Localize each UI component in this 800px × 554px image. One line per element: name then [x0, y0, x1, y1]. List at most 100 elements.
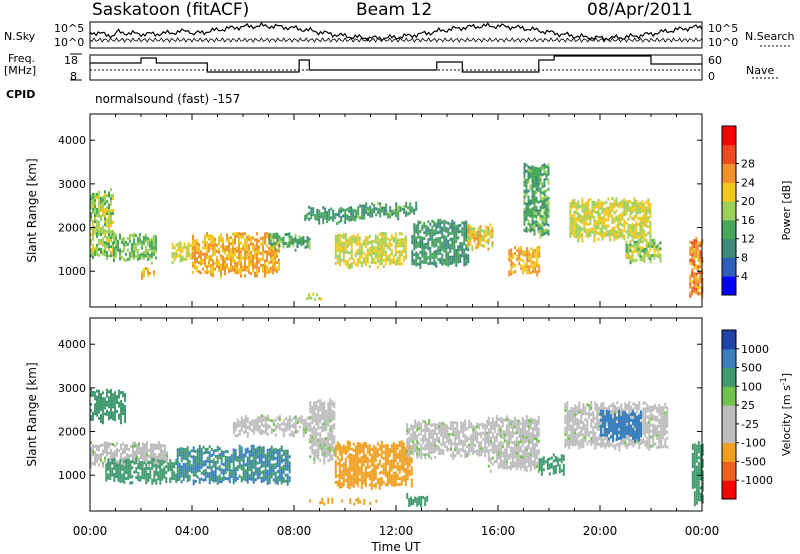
data-cell [302, 236, 305, 240]
data-cell [485, 228, 488, 232]
data-cell [142, 239, 145, 242]
data-cell [411, 253, 414, 257]
data-cell [423, 246, 426, 250]
data-cell [202, 478, 205, 482]
data-cell [529, 199, 532, 203]
data-cell [321, 453, 324, 457]
data-cell [408, 463, 411, 467]
data-cell [206, 250, 208, 254]
data-cell [208, 249, 210, 253]
data-cell [406, 471, 409, 475]
data-cell [226, 266, 228, 270]
data-cell [384, 447, 387, 451]
data-cell [132, 236, 135, 239]
data-cell [268, 425, 271, 428]
data-cell [424, 500, 427, 504]
data-cell [212, 452, 215, 456]
data-cell [310, 213, 313, 217]
data-cell [364, 466, 367, 469]
data-cell [106, 224, 108, 228]
data-cell [607, 233, 610, 237]
data-cell [699, 286, 702, 290]
data-cell [336, 474, 339, 478]
data-cell [426, 453, 429, 456]
data-cell [256, 452, 259, 456]
data-cell [240, 241, 242, 245]
data-cell [356, 471, 359, 475]
data-cell [248, 255, 250, 259]
data-cell [244, 418, 247, 421]
data-cell [146, 258, 149, 262]
data-cell [236, 477, 239, 481]
data-cell [386, 477, 389, 481]
data-cell [136, 452, 138, 456]
data-cell [392, 441, 395, 445]
data-cell [354, 263, 357, 267]
data-cell [325, 419, 328, 422]
data-cell [338, 476, 341, 480]
data-cell [633, 206, 636, 209]
data-cell [104, 406, 106, 410]
data-cell [98, 395, 100, 399]
data-cell [96, 222, 98, 226]
data-cell [695, 254, 698, 258]
data-cell [445, 238, 448, 242]
data-cell [396, 446, 399, 450]
data-cell [411, 256, 414, 260]
data-cell [463, 233, 466, 237]
data-cell [653, 247, 656, 251]
data-cell [364, 241, 367, 245]
data-cell [437, 249, 440, 253]
data-cell [372, 454, 375, 458]
data-cell [453, 242, 456, 246]
data-cell [108, 224, 110, 228]
data-cell [465, 256, 468, 260]
data-cell [96, 219, 98, 223]
data-cell [382, 468, 385, 472]
data-cell [104, 196, 106, 200]
data-cell [292, 431, 295, 435]
data-cell [192, 255, 194, 259]
data-cell [306, 236, 309, 240]
data-cell [529, 211, 532, 215]
data-cell [391, 209, 394, 213]
data-cell [96, 398, 98, 402]
data-cell [649, 245, 652, 249]
data-cell [425, 254, 428, 258]
data-cell [516, 257, 519, 261]
data-cell [697, 256, 700, 260]
data-cell [376, 235, 379, 239]
data-cell [272, 454, 275, 458]
data-cell [323, 461, 326, 465]
data-cell [116, 401, 118, 405]
data-cell [242, 474, 245, 478]
data-cell [90, 459, 92, 463]
data-cell [250, 422, 253, 426]
data-cell [370, 448, 373, 452]
data-cell [176, 451, 179, 455]
data-cell [276, 455, 279, 459]
data-cell [360, 261, 363, 265]
data-cell [473, 233, 476, 237]
data-cell [120, 412, 122, 416]
data-cell [601, 231, 604, 235]
data-cell [533, 175, 536, 179]
data-cell [319, 405, 322, 409]
data-cell [613, 202, 616, 206]
data-cell [240, 419, 243, 423]
data-cell [402, 463, 405, 467]
data-cell [106, 194, 108, 198]
data-cell [344, 451, 347, 455]
data-cell [204, 264, 206, 268]
data-cell [220, 480, 223, 484]
data-cell [410, 424, 413, 428]
data-cell [609, 205, 612, 209]
data-cell [435, 222, 438, 226]
data-cell [238, 244, 240, 248]
data-cell [526, 247, 529, 251]
data-cell [443, 261, 446, 265]
data-cell [523, 201, 526, 205]
data-cell [357, 215, 360, 219]
data-cell [244, 250, 246, 254]
data-cell [206, 232, 208, 236]
